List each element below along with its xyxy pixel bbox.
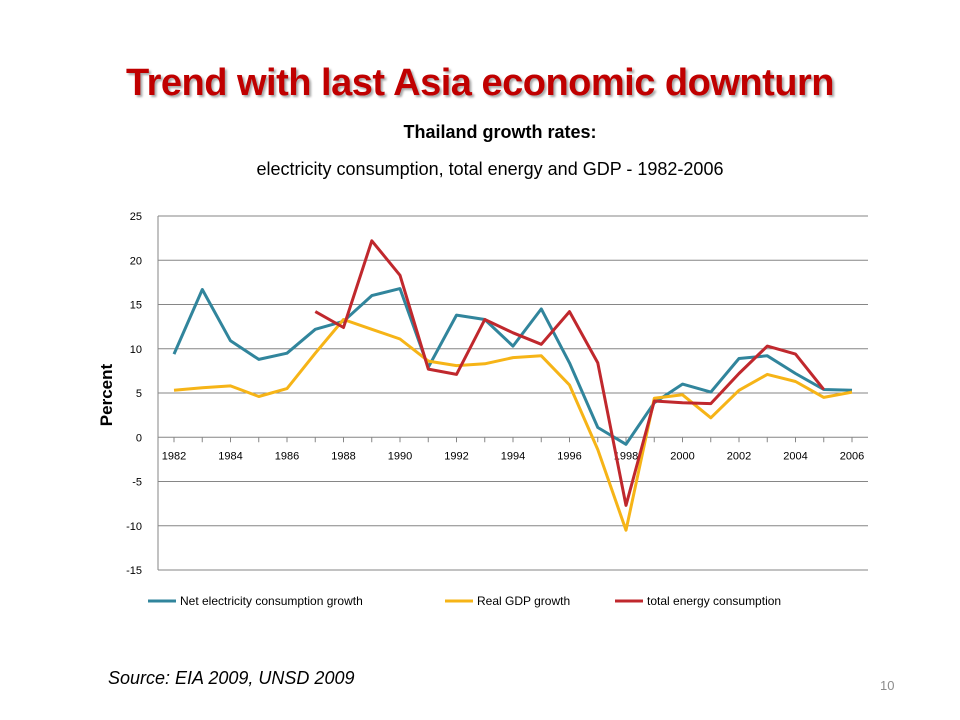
y-tick-label: 25 [130,211,142,223]
page-number: 10 [880,678,895,693]
x-tick-label: 1998 [614,450,638,462]
y-tick-label: -5 [132,477,142,489]
y-tick-label: 5 [136,388,142,400]
y-tick-label: 10 [130,344,142,356]
legend: Net electricity consumption growth Real G… [148,594,781,608]
x-tick-label: 1994 [501,450,525,462]
x-tick-label: 2004 [783,450,807,462]
grid-lines [157,215,868,571]
x-tick-label: 1988 [331,450,355,462]
y-tick-labels: 25 20 15 10 5 0 -5 -10 -15 [126,211,142,577]
series-line-2 [173,318,853,532]
series-line-3 [314,239,825,507]
x-tick-label: 1992 [444,450,468,462]
chart-subtitle: electricity consumption, total energy an… [256,159,724,179]
x-tick-label: 2006 [840,450,864,462]
y-tick-label: 20 [130,255,142,267]
x-tick-label: 1984 [218,450,242,462]
y-axis-label: Percent [97,363,116,426]
y-tick-label: -15 [126,565,142,577]
legend-label: Real GDP growth [477,594,570,608]
source-note: Source: EIA 2009, UNSD 2009 [108,668,355,688]
x-tick-label: 2002 [727,450,751,462]
x-tick-label: 1982 [162,450,186,462]
x-tick-labels: 1982 1984 1986 1988 1990 1992 1994 1996 1998 2000… [162,437,864,462]
y-tick-label: 15 [130,300,142,312]
series-lines [172,239,853,532]
chart-title: Thailand growth rates: [403,122,597,142]
x-tick-label: 1986 [275,450,299,462]
y-tick-label: 0 [136,432,142,444]
legend-label: total energy consumption [647,594,781,608]
y-tick-label: -10 [126,521,142,533]
x-tick-label: 1990 [388,450,412,462]
series-line-1 [172,287,853,446]
x-tick-label: 1996 [557,450,581,462]
x-tick-label: 2000 [670,450,694,462]
slide-title: Trend with last Asia economic downturn [125,62,835,104]
legend-label: Net electricity consumption growth [180,594,363,608]
